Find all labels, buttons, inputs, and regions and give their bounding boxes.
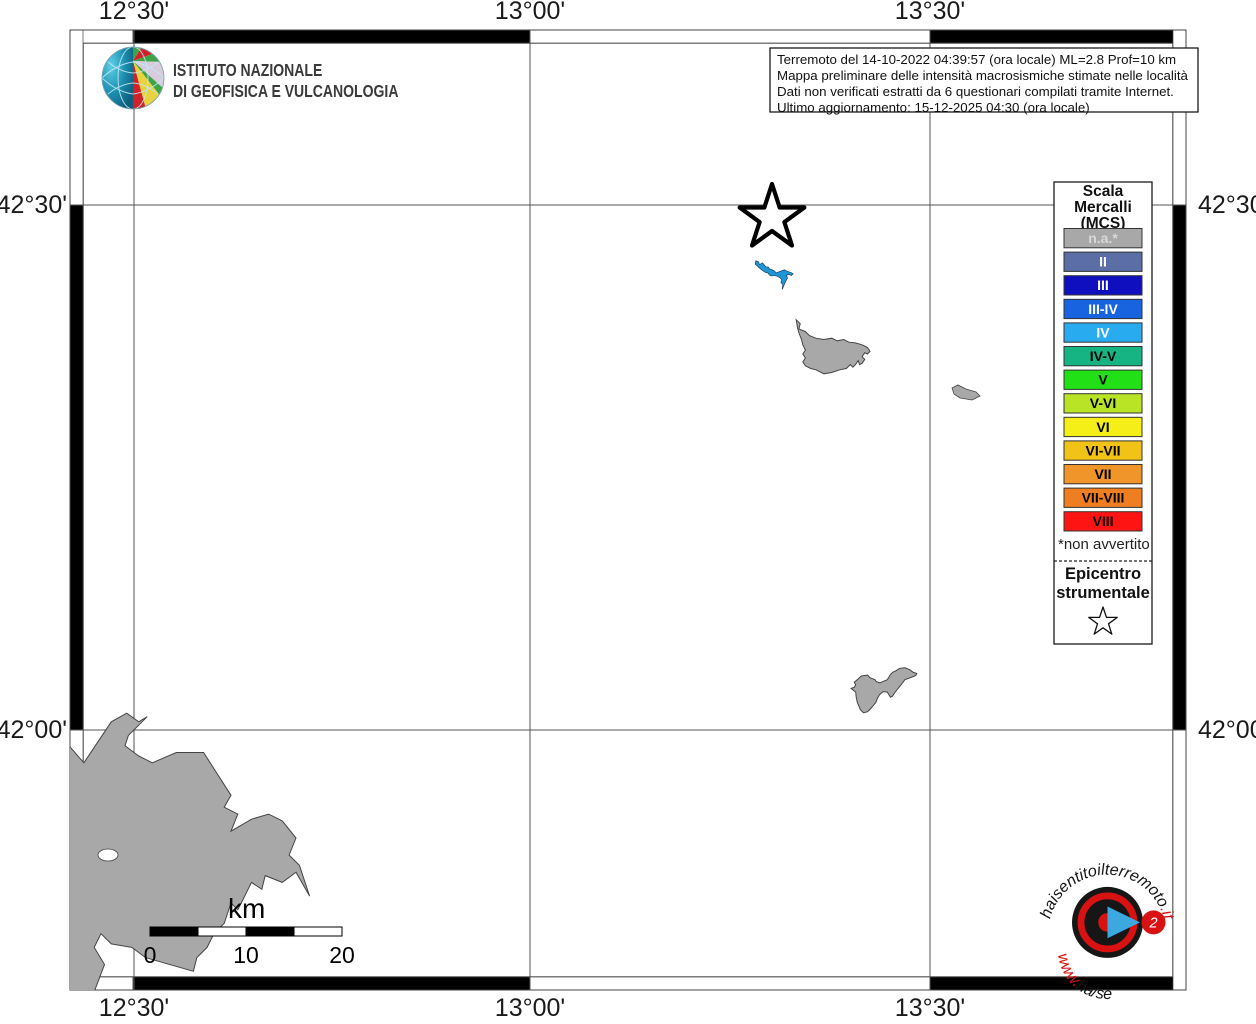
svg-text:Mercalli: Mercalli <box>1074 199 1132 216</box>
svg-text:III: III <box>1097 277 1109 293</box>
svg-text:ISTITUTO NAZIONALE: ISTITUTO NAZIONALE <box>173 60 323 80</box>
svg-text:*non avvertito: *non avvertito <box>1058 536 1150 553</box>
svg-text:n.a.*: n.a.* <box>1088 230 1118 246</box>
svg-text:2: 2 <box>1148 916 1157 932</box>
svg-text:Epicentro: Epicentro <box>1065 565 1141 583</box>
svg-text:II: II <box>1099 254 1107 270</box>
svg-text:V: V <box>1098 372 1108 388</box>
svg-text:10: 10 <box>233 942 259 968</box>
svg-text:42°00': 42°00' <box>0 716 67 744</box>
svg-text:13°30': 13°30' <box>895 994 965 1022</box>
svg-text:VIII: VIII <box>1092 513 1113 529</box>
svg-text:III-IV: III-IV <box>1088 301 1118 317</box>
svg-text:13°00': 13°00' <box>495 994 565 1022</box>
svg-text:42°00': 42°00' <box>1198 716 1256 744</box>
svg-text:DI GEOFISICA E VULCANOLOGIA: DI GEOFISICA E VULCANOLOGIA <box>173 81 399 101</box>
svg-text:0: 0 <box>144 942 157 968</box>
svg-text:42°30': 42°30' <box>0 191 67 219</box>
svg-text:13°00': 13°00' <box>495 0 565 25</box>
svg-text:VII-VIII: VII-VIII <box>1082 490 1125 506</box>
svg-text:12°30': 12°30' <box>99 994 169 1022</box>
svg-text:Mappa preliminare delle intens: Mappa preliminare delle intensità macros… <box>777 68 1189 83</box>
svg-text:strumentale: strumentale <box>1056 584 1150 602</box>
svg-text:IV: IV <box>1096 324 1110 340</box>
svg-text:Dati non verificati estratti d: Dati non verificati estratti da 6 questi… <box>777 84 1174 99</box>
svg-text:VI: VI <box>1096 419 1109 435</box>
svg-text:IV-V: IV-V <box>1090 348 1117 364</box>
svg-text:Terremoto del 14-10-2022 04:39: Terremoto del 14-10-2022 04:39:57 (ora l… <box>777 52 1176 67</box>
svg-text:VII: VII <box>1094 466 1111 482</box>
svg-text:42°30': 42°30' <box>1198 191 1256 219</box>
svg-text:13°30': 13°30' <box>895 0 965 25</box>
svg-text:Scala: Scala <box>1083 183 1124 200</box>
svg-text:Ultimo aggiornamento: 15-12-20: Ultimo aggiornamento: 15-12-2025 04:30 (… <box>777 100 1090 115</box>
svg-text:20: 20 <box>329 942 355 968</box>
svg-text:km: km <box>228 893 265 924</box>
svg-text:12°30': 12°30' <box>99 0 169 25</box>
svg-text:VI-VII: VI-VII <box>1085 442 1120 458</box>
svg-text:V-VI: V-VI <box>1090 395 1116 411</box>
